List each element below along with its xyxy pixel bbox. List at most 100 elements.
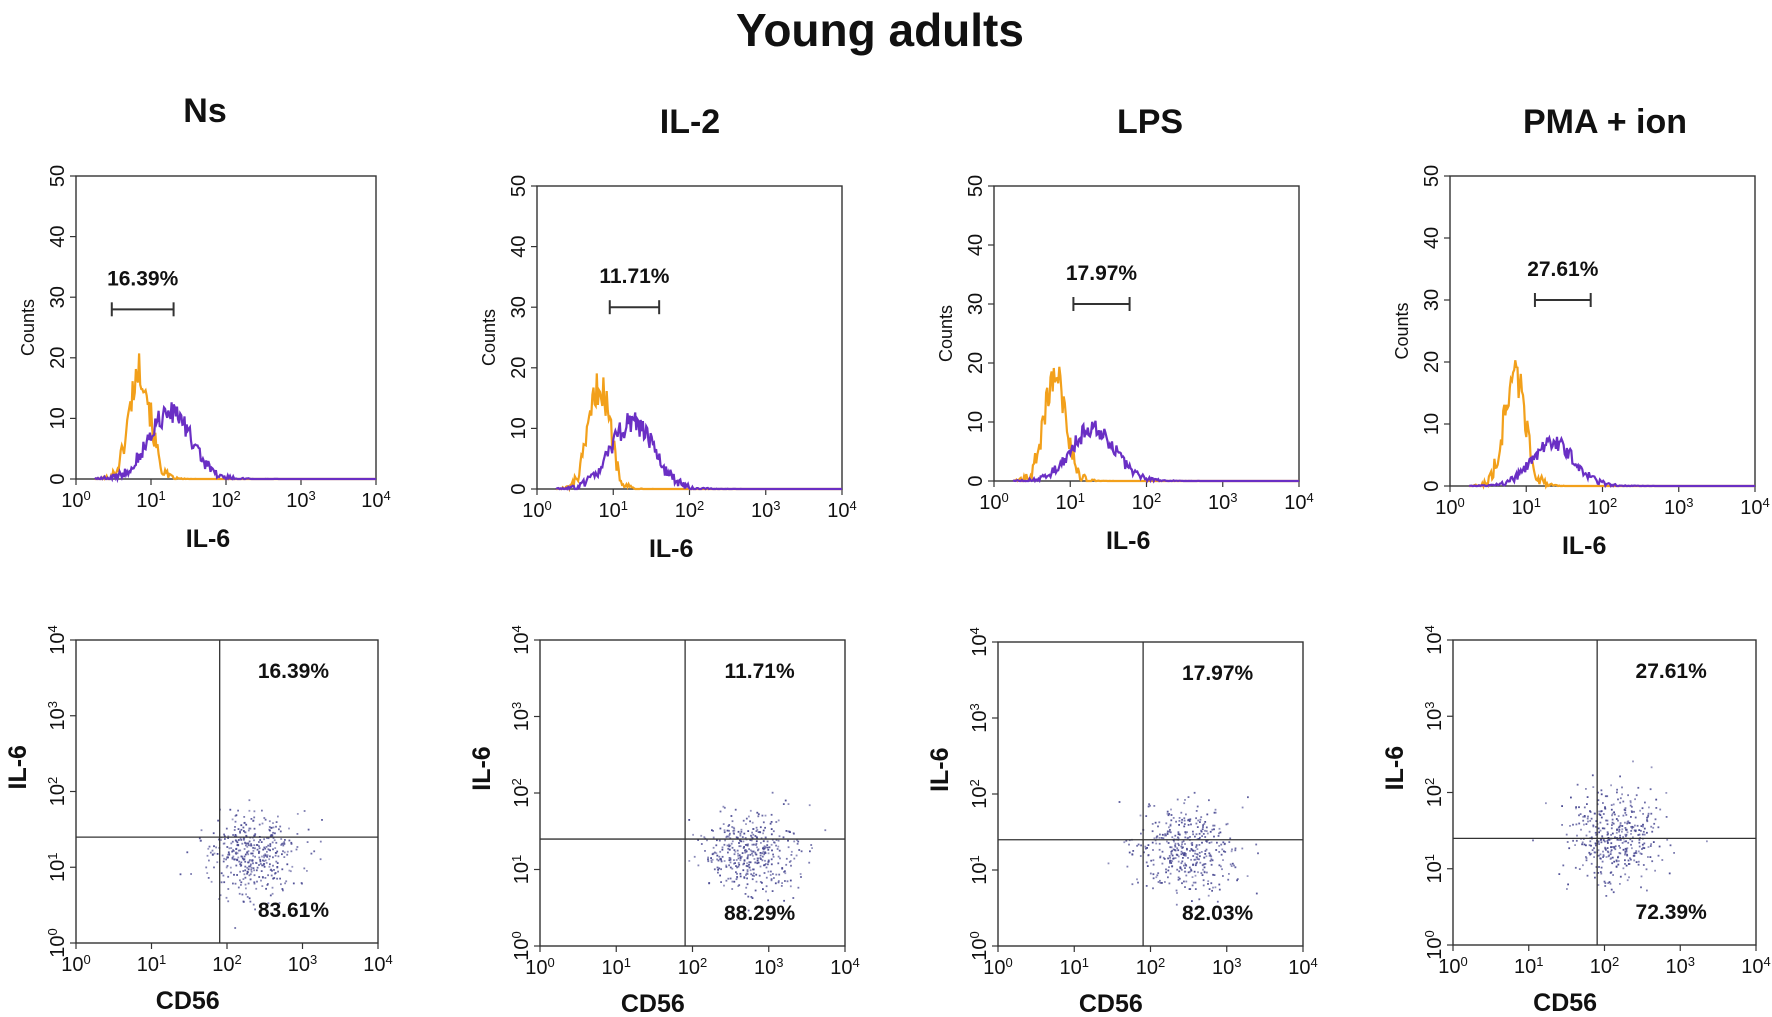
x-tick-label: 101 [1060, 955, 1089, 980]
y-tick-label: 30 [965, 293, 987, 315]
scatter-dot [772, 830, 775, 833]
scatter-dot [209, 851, 212, 854]
scatter-dot [1128, 851, 1131, 854]
scatter-dot [755, 826, 758, 829]
scatter-dot [706, 839, 708, 842]
scatter-dot [1613, 860, 1616, 863]
x-tick-label-exp: 4 [384, 488, 391, 503]
scatter-dot [1194, 858, 1197, 861]
scatter-dot [716, 854, 719, 857]
scatter-dot [1158, 842, 1161, 845]
scatter-dot [1209, 830, 1212, 833]
scatter-dot [787, 803, 790, 805]
scatter-dot [1206, 813, 1209, 816]
scatter-dot [1199, 855, 1201, 858]
scatter-dot [1155, 876, 1158, 879]
scatter-dot [720, 881, 722, 883]
scatter-dot [733, 859, 735, 861]
scatter-dot [762, 832, 764, 835]
gate-percentage-label: 11.71% [599, 265, 669, 288]
scatter-dot [1574, 866, 1577, 869]
scatter-dot [754, 851, 757, 854]
scatter-dot [1599, 814, 1602, 816]
scatter-dot [1615, 865, 1618, 868]
y-tick-label-base: 10 [47, 632, 69, 654]
scatter-dot [1204, 821, 1207, 823]
scatter-dot [1607, 842, 1609, 844]
scatter-dot [1183, 864, 1185, 867]
scatter-dot [246, 851, 249, 854]
scatter-dot [1589, 853, 1592, 856]
y-tick-label: 104 [509, 625, 534, 654]
y-tick-label-exp: 1 [1422, 854, 1437, 861]
scatter-dot [1213, 824, 1216, 827]
scatter-dot [1624, 827, 1627, 829]
scatter-dot [761, 881, 763, 884]
scatter-dot [1655, 798, 1658, 801]
scatter-dot [746, 844, 749, 847]
y-tick-label: 40 [1421, 227, 1443, 249]
scatter-dot [725, 864, 728, 867]
scatter-dot [1630, 830, 1633, 832]
scatter-dot [1646, 831, 1648, 834]
scatter-dot [263, 860, 266, 862]
x-tick-label: 100 [979, 490, 1008, 515]
scatter-dot [270, 834, 273, 836]
scatter-dot [252, 867, 255, 870]
scatter-dot [1631, 827, 1633, 830]
scatter-dot [1166, 832, 1169, 835]
scatter-dot [731, 880, 734, 883]
scatter-dot [751, 831, 753, 834]
scatter-dot [1194, 874, 1197, 877]
scatter-dot [1618, 825, 1621, 828]
scatter-dot [742, 863, 745, 866]
scatter-dot [760, 837, 763, 840]
scatter-dot [1611, 856, 1614, 859]
scatter-dot [1180, 821, 1183, 824]
scatter-dot [1148, 803, 1150, 806]
scatter-dot [1607, 838, 1610, 841]
scatter-dot [749, 853, 752, 856]
scatter-dot [1597, 799, 1600, 802]
scatter-dot [296, 813, 299, 815]
scatter-dot [253, 810, 256, 813]
scatter-dot [1642, 864, 1645, 866]
scatter-dot [1642, 823, 1644, 826]
scatter-dot [1614, 836, 1616, 839]
scatter-dot [1183, 819, 1186, 822]
scatter-dot [767, 863, 769, 866]
scatter-dot [739, 857, 742, 860]
scatter-dot [280, 844, 283, 846]
x-tick-label-exp: 0 [548, 955, 555, 970]
scatter-dot [739, 872, 742, 875]
scatter-dot [1578, 822, 1581, 825]
panel-title-pma_ion: PMA + ion [1523, 103, 1687, 141]
scatter-dot [757, 848, 760, 851]
scatter-dot [1618, 839, 1620, 841]
scatter-dot [729, 837, 732, 840]
scatter-dot [240, 839, 243, 841]
scatter-dot [755, 844, 757, 846]
x-tick-label-exp: 0 [1461, 954, 1468, 969]
scatter-dot [1583, 806, 1586, 809]
scatter-x-label: CD56 [1079, 990, 1143, 1017]
x-tick-label-exp: 2 [697, 498, 704, 513]
scatter-dot [729, 857, 732, 860]
scatter-dot [269, 863, 271, 866]
scatter-dot [269, 855, 271, 858]
scatter-dot [254, 847, 256, 850]
scatter-dot [1171, 836, 1174, 839]
scatter-dot [765, 846, 767, 849]
scatter-dot [1191, 884, 1194, 887]
scatter-dot [1181, 882, 1183, 885]
y-tick-label-exp: 0 [45, 928, 60, 935]
scatter-dot [723, 829, 726, 832]
scatter-dot [1194, 849, 1197, 852]
scatter-dot [1574, 844, 1576, 846]
scatter-dot [762, 821, 765, 824]
scatter-dot [747, 854, 750, 856]
scatter-dot [1589, 840, 1592, 843]
scatter-dot [1136, 878, 1138, 881]
scatter-dot [1168, 826, 1170, 829]
